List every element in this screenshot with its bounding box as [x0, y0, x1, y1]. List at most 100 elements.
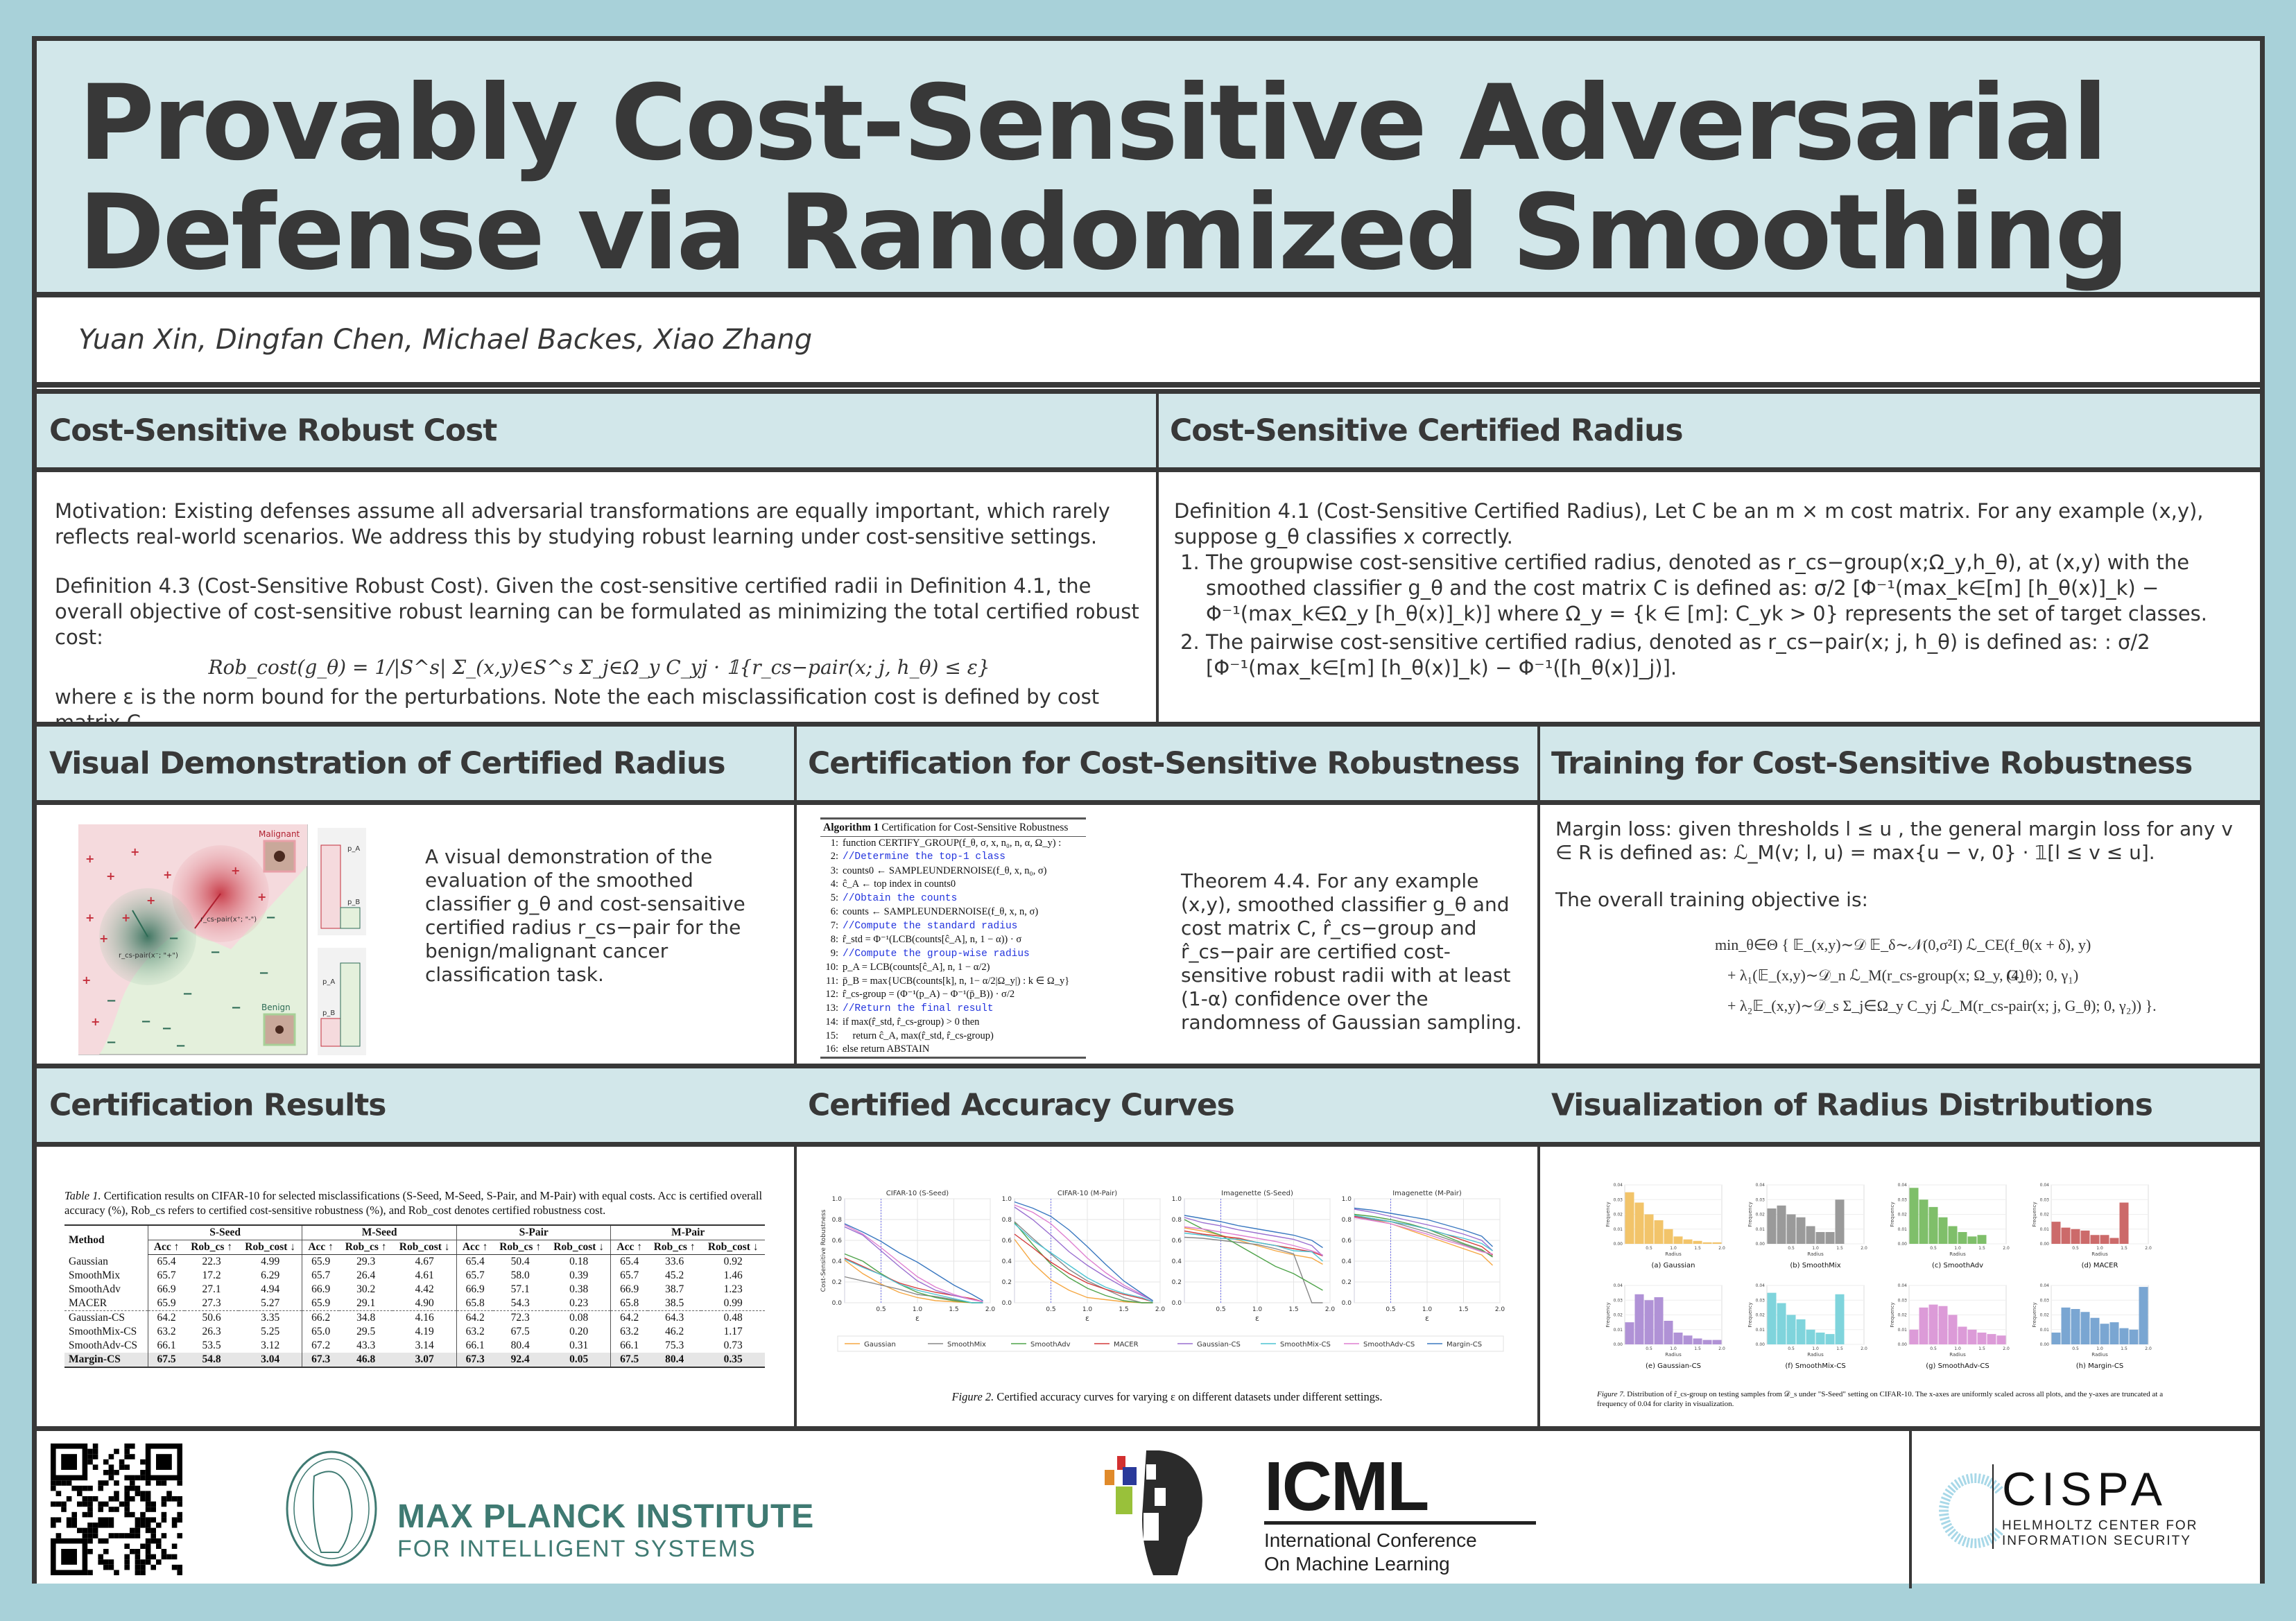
method-cell: SmoothMix: [69, 1269, 121, 1281]
x-tick-label: 2.0: [985, 1306, 996, 1313]
x-axis-label: Radius: [1807, 1352, 1824, 1358]
x-tick-label: 1.5: [1119, 1306, 1128, 1313]
histogram-bar: [2080, 1312, 2090, 1344]
value-cell: 65.4: [147, 1254, 185, 1269]
value-cell: 46.8: [338, 1353, 393, 1368]
svg-text:−: −: [175, 1039, 186, 1053]
histogram-bar: [1712, 1242, 1722, 1244]
x-tick-label: 0.5: [2072, 1246, 2079, 1251]
algorithm-code: counts ← SAMPLEUNDERNOISE(f_θ, x, n, σ): [843, 906, 1039, 917]
series-line-margin-cs: [1354, 1207, 1493, 1247]
legend-label: Gaussian-CS: [1197, 1341, 1241, 1349]
radius-arrow-neg: [132, 910, 148, 937]
y-axis-label: Frequency: [1605, 1302, 1611, 1327]
icml-logo-text: ICML International Conference On Machine…: [1264, 1452, 1536, 1576]
y-tick-label: 0.02: [1756, 1213, 1766, 1217]
y-tick-label: 0.02: [1898, 1313, 1908, 1318]
section-header-visual-demo: Visual Demonstration of Certified Radius: [37, 722, 795, 805]
histogram-bar: [1702, 1340, 1712, 1344]
y-tick-label: 0.03: [2040, 1298, 2050, 1303]
value-cell: 65.4: [456, 1254, 494, 1269]
algorithm-line: 12: r̂_cs-group = (Φ⁻¹(p_A) − Φ⁻¹(p̄_B)) …: [820, 988, 1086, 1002]
column-group-header: M-Pair: [610, 1224, 765, 1240]
x-tick-label: 2.0: [1495, 1306, 1505, 1313]
svg-text:−: −: [210, 945, 221, 960]
column-header: Rob_cost ↓: [546, 1240, 611, 1255]
y-tick-label: 0.02: [1898, 1213, 1908, 1217]
section-header-radius-dist: Visualization of Radius Distributions: [1539, 1064, 2260, 1147]
value-cell: 0.73: [723, 1340, 743, 1351]
motivation-text: Motivation: Existing defenses assume all…: [55, 499, 1110, 548]
pA-label: p_A: [347, 845, 360, 853]
svg-text:+: +: [106, 869, 115, 883]
line-number: 11:: [826, 975, 838, 987]
algorithm-line: 2: //Determine the top-1 class: [820, 850, 1086, 865]
histogram-bar: [1938, 1306, 1948, 1344]
table-row: Gaussian 65.4 22.3 4.99 65.9 29.3 4.67 65.4 50.4…: [64, 1254, 765, 1269]
svg-text:−: −: [266, 910, 276, 925]
footer: MAX PLANCK INSTITUTE FOR INTELLIGENT SYS…: [37, 1426, 2260, 1588]
title-line-1: Provably Cost-Sensitive Adversarial: [78, 63, 2108, 184]
histogram-bar: [2071, 1309, 2080, 1344]
x-tick-label: 0.5: [1216, 1306, 1225, 1313]
method-cell: SmoothAdv-CS: [69, 1340, 138, 1351]
value-cell: 66.1: [456, 1339, 494, 1353]
value-cell: 30.2: [356, 1283, 376, 1295]
series-line-smoothmix-cs: [1354, 1215, 1493, 1251]
section-header-results: Certification Results: [37, 1064, 795, 1147]
algorithm-code: return ĉ_A, max(r̂_std, r̂_cs-group): [843, 1030, 994, 1041]
y-axis-label: Frequency: [1890, 1302, 1895, 1327]
value-cell: 0.05: [546, 1353, 611, 1368]
histogram-bar: [1796, 1319, 1806, 1344]
value-cell: 3.12: [261, 1340, 280, 1351]
section-header-certification: Certification for Cost-Sensitive Robustn…: [795, 722, 1539, 805]
x-tick-label: 0.5: [2072, 1346, 2079, 1351]
histogram-bar: [1919, 1307, 1928, 1344]
histogram-bar: [1625, 1322, 1634, 1344]
section-title: Cost-Sensitive Certified Radius: [1170, 413, 1684, 449]
series-line-smoothadv-cs: [844, 1224, 983, 1303]
mpi-logo-text: MAX PLANCK INSTITUTE FOR INTELLIGENT SYS…: [397, 1498, 814, 1563]
x-tick-label: 1.5: [1836, 1346, 1843, 1351]
column-header: Acc ↑: [456, 1240, 494, 1255]
series-line-macer: [1014, 1233, 1153, 1303]
qr-code-icon[interactable]: [51, 1444, 182, 1575]
series-line-gaussian: [1354, 1215, 1493, 1266]
histogram-bar: [1835, 1199, 1845, 1244]
histogram-bar: [1786, 1214, 1796, 1244]
panel-caption: (d) MACER: [2082, 1262, 2118, 1269]
x-tick-label: 1.0: [1252, 1306, 1263, 1313]
x-tick-label: 1.0: [1954, 1346, 1961, 1351]
column-header: Rob_cs ↑: [338, 1240, 393, 1255]
value-cell: 67.2: [302, 1339, 339, 1353]
line-number: 6:: [830, 906, 838, 917]
y-tick-label: 0.02: [1614, 1313, 1623, 1318]
value-cell: 34.8: [338, 1310, 393, 1325]
caption-text: Distribution of r̂_cs-group on testing s…: [1597, 1390, 2164, 1408]
x-axis-label: ε: [915, 1314, 920, 1323]
line-number: 9:: [830, 947, 838, 959]
radius-histograms-chart: 0.00 0.01 0.02 0.03 0.04 0.5 1.0 1.5 2.0 Radius Fr…: [1605, 1183, 2152, 1370]
y-tick-label: 0.6: [832, 1238, 843, 1245]
algorithm-code: else return ABSTAIN: [843, 1043, 930, 1055]
equation-number: (4): [2006, 966, 2024, 984]
method-cell: Gaussian-CS: [64, 1310, 148, 1325]
theorem-text: Theorem 4.4. For any example (x,y), smoo…: [1181, 869, 1522, 1034]
y-tick-label: 0.2: [1002, 1279, 1012, 1286]
series-line-smoothmix: [1014, 1221, 1153, 1303]
value-cell: 1.23: [723, 1283, 743, 1295]
histogram-bar: [1928, 1206, 1938, 1244]
y-tick-label: 0.0: [832, 1300, 843, 1307]
line-number: 13:: [825, 1002, 838, 1014]
pB-label: p_B: [322, 1009, 335, 1017]
authors: Yuan Xin, Dingfan Chen, Michael Backes, …: [78, 324, 813, 356]
histogram-bar: [2100, 1324, 2109, 1344]
histogram-bar: [2061, 1227, 2071, 1244]
section-header-certified-radius: Cost-Sensitive Certified Radius: [1157, 389, 2260, 472]
histogram-bar: [1967, 1236, 1977, 1244]
value-cell: 1.46: [723, 1269, 743, 1281]
section-title: Visualization of Radius Distributions: [1551, 1087, 2153, 1123]
value-cell: 58.0: [510, 1269, 530, 1281]
value-cell: 75.3: [665, 1340, 684, 1351]
method-cell: MACER: [69, 1297, 107, 1309]
